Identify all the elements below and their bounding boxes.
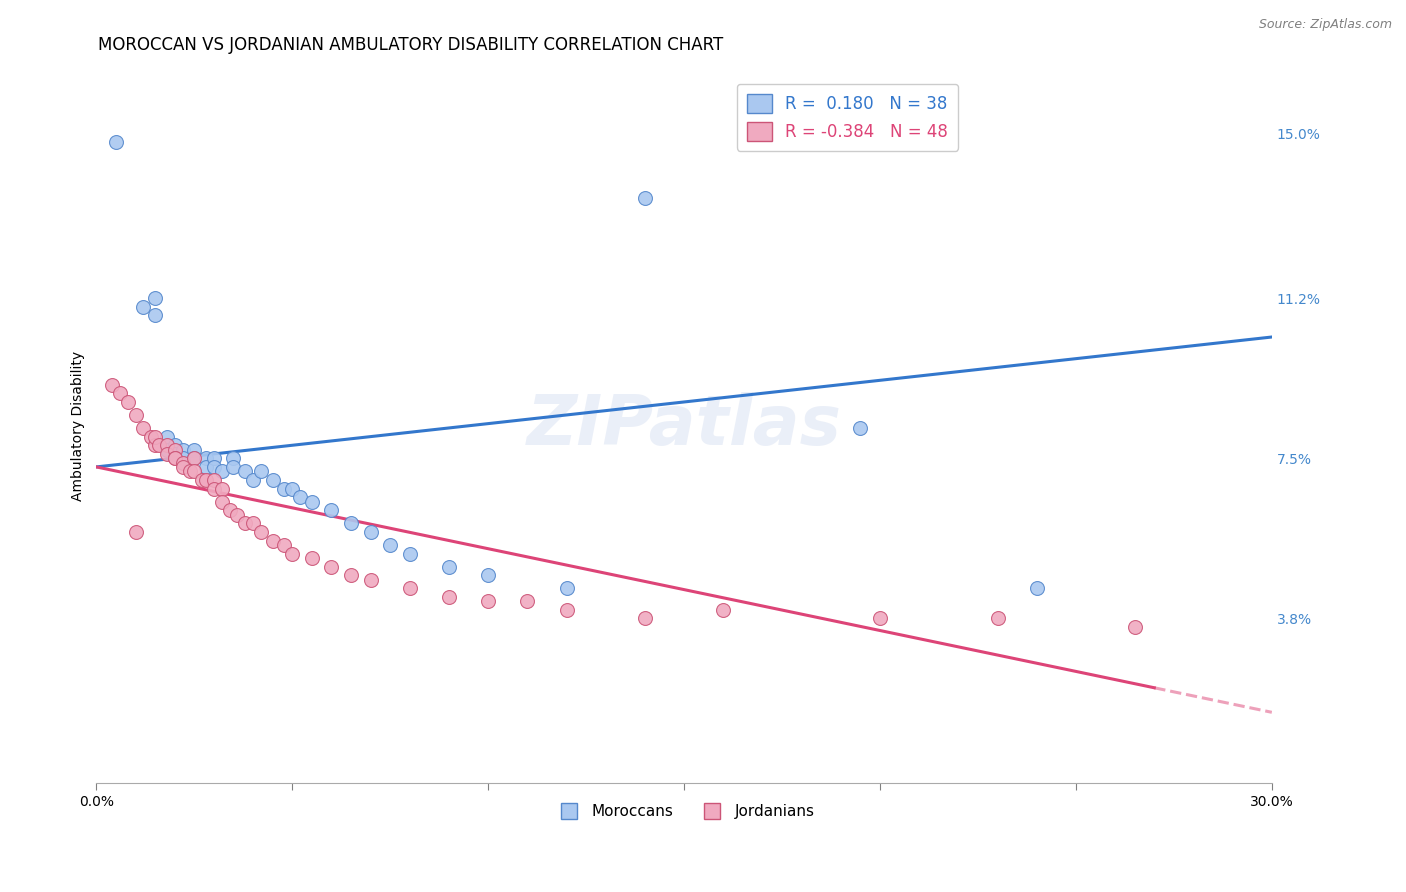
Point <box>262 533 284 548</box>
Point <box>250 464 273 478</box>
Legend: Moroccans, Jordanians: Moroccans, Jordanians <box>547 798 821 825</box>
Point <box>108 386 131 401</box>
Point <box>1025 581 1047 595</box>
Point <box>233 516 256 531</box>
Text: Source: ZipAtlas.com: Source: ZipAtlas.com <box>1258 18 1392 31</box>
Point <box>321 503 343 517</box>
Point <box>156 442 179 457</box>
Point <box>202 451 225 466</box>
Point <box>340 568 363 582</box>
Point <box>711 603 734 617</box>
Point <box>516 594 538 608</box>
Point <box>172 456 194 470</box>
Point <box>163 447 186 461</box>
Point <box>202 482 225 496</box>
Point <box>869 611 891 625</box>
Point <box>281 482 304 496</box>
Point <box>148 438 170 452</box>
Point <box>183 442 205 457</box>
Point <box>143 309 166 323</box>
Point <box>163 442 186 457</box>
Point <box>143 438 166 452</box>
Point <box>104 135 127 149</box>
Point <box>634 191 657 205</box>
Point <box>141 429 163 443</box>
Point <box>183 451 205 466</box>
Point <box>172 442 194 457</box>
Point <box>242 516 264 531</box>
Point <box>172 459 194 474</box>
Point <box>301 550 323 565</box>
Point <box>143 291 166 305</box>
Point <box>132 300 155 314</box>
Point <box>222 459 245 474</box>
Point <box>273 538 295 552</box>
Point <box>117 395 139 409</box>
Point <box>301 494 323 508</box>
Point <box>132 421 155 435</box>
Point <box>555 603 578 617</box>
Point <box>281 547 304 561</box>
Point <box>101 377 124 392</box>
Point <box>163 451 186 466</box>
Point <box>222 451 245 466</box>
Point <box>163 451 186 466</box>
Point <box>398 547 420 561</box>
Point <box>477 568 499 582</box>
Point <box>242 473 264 487</box>
Point <box>398 581 420 595</box>
Point <box>273 482 295 496</box>
Point <box>211 464 233 478</box>
Point <box>156 438 179 452</box>
Point <box>1123 620 1146 634</box>
Point <box>849 421 872 435</box>
Point <box>195 459 218 474</box>
Point <box>195 473 218 487</box>
Point <box>156 429 179 443</box>
Point <box>183 464 205 478</box>
Point <box>233 464 256 478</box>
Point <box>226 508 249 522</box>
Point <box>143 429 166 443</box>
Point <box>262 473 284 487</box>
Y-axis label: Ambulatory Disability: Ambulatory Disability <box>72 351 86 500</box>
Point <box>360 524 382 539</box>
Point <box>156 447 179 461</box>
Point <box>172 451 194 466</box>
Point <box>211 494 233 508</box>
Point <box>163 438 186 452</box>
Point <box>195 451 218 466</box>
Text: MOROCCAN VS JORDANIAN AMBULATORY DISABILITY CORRELATION CHART: MOROCCAN VS JORDANIAN AMBULATORY DISABIL… <box>98 36 724 54</box>
Point <box>179 464 201 478</box>
Point <box>202 459 225 474</box>
Point <box>360 573 382 587</box>
Point <box>340 516 363 531</box>
Point <box>380 538 402 552</box>
Point <box>477 594 499 608</box>
Point <box>183 451 205 466</box>
Point <box>634 611 657 625</box>
Point <box>437 590 460 604</box>
Point <box>250 524 273 539</box>
Point <box>211 482 233 496</box>
Point <box>124 524 146 539</box>
Point <box>288 490 311 504</box>
Text: ZIPatlas: ZIPatlas <box>527 392 842 459</box>
Point <box>437 559 460 574</box>
Point <box>191 473 214 487</box>
Point <box>218 503 240 517</box>
Point <box>202 473 225 487</box>
Point <box>555 581 578 595</box>
Point <box>124 408 146 422</box>
Point <box>987 611 1010 625</box>
Point <box>321 559 343 574</box>
